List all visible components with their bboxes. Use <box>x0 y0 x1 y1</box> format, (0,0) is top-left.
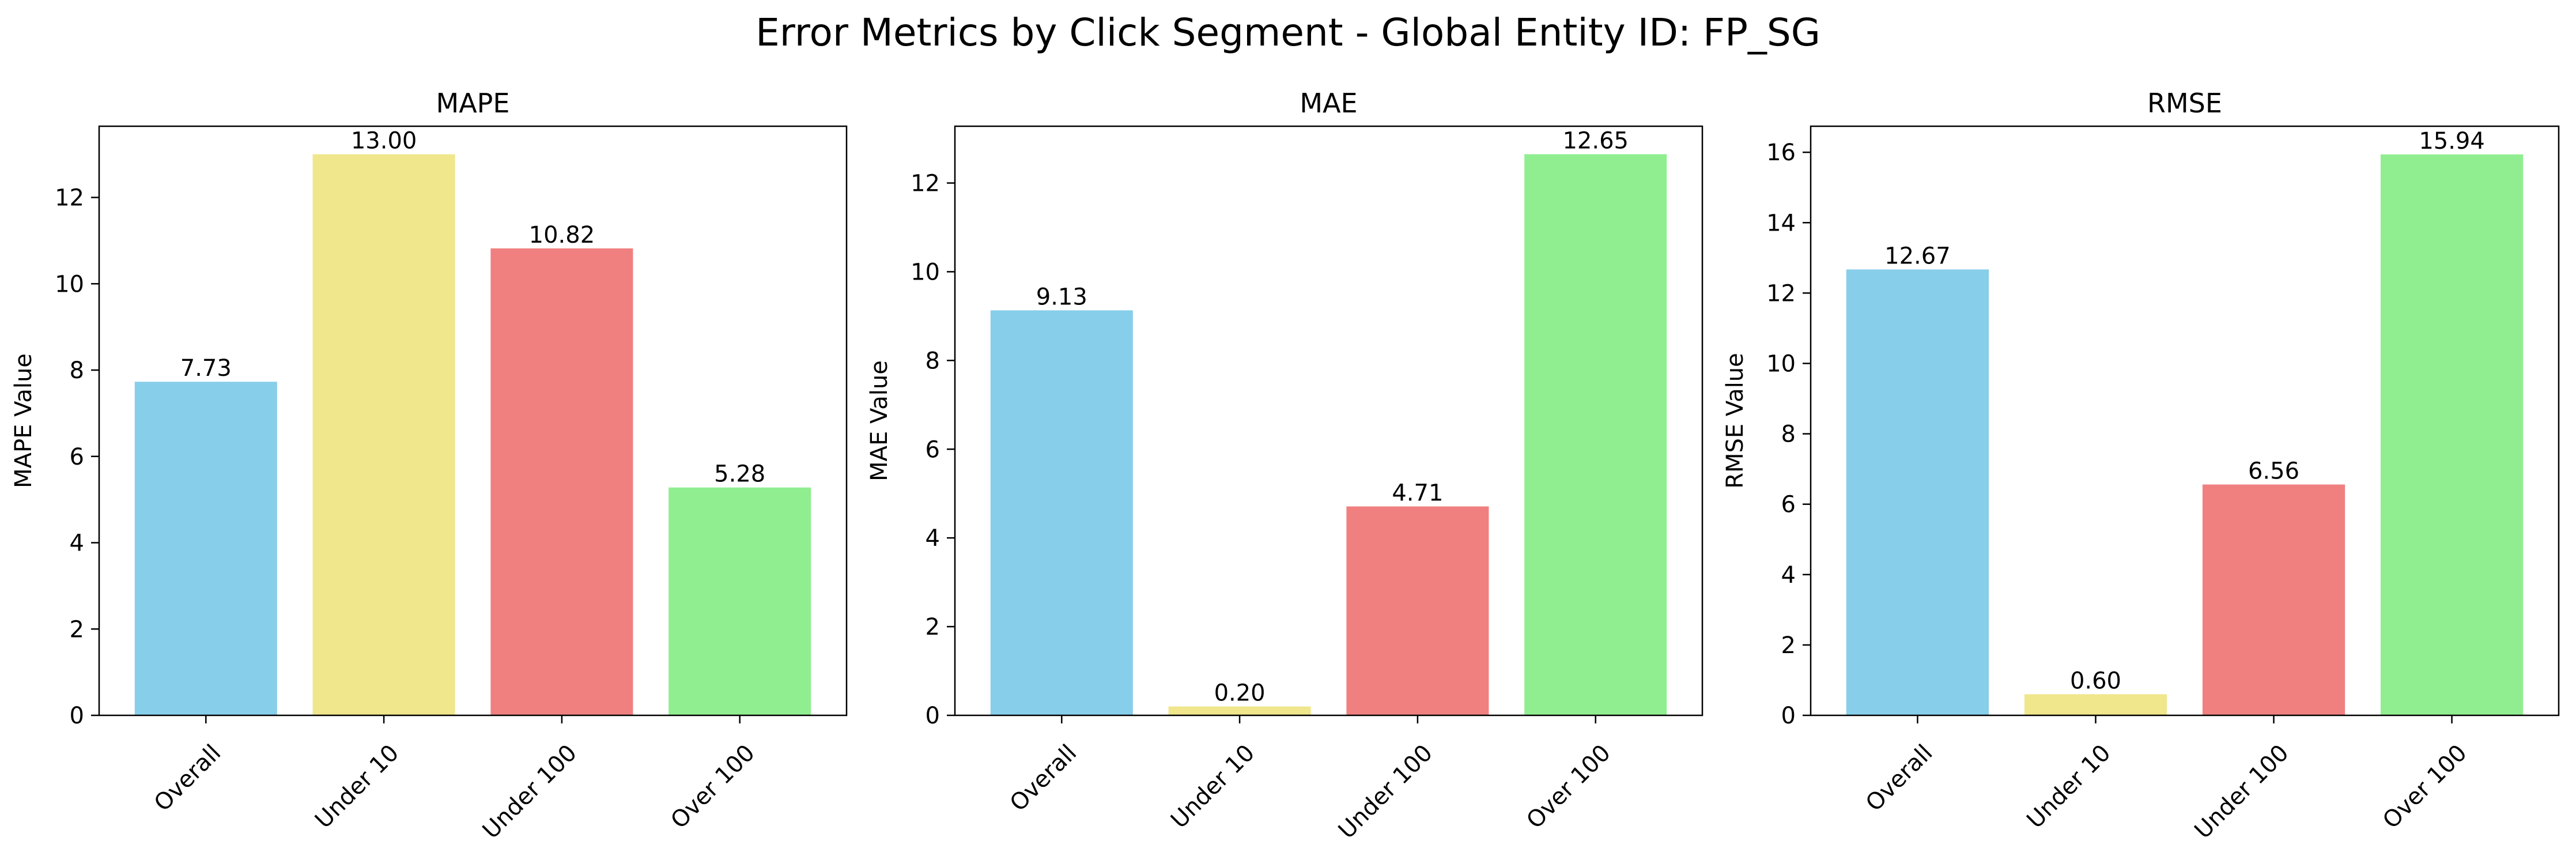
x-tick-label: Overall <box>1861 740 1938 817</box>
bar-under-10 <box>2024 694 2167 715</box>
panel-title: MAPE <box>436 88 510 119</box>
chart-panel-mape: 7.73 Overall 13.00 Under 10 10.82 Under 100 5.… <box>10 88 848 844</box>
figure-title: Error Metrics by Click Segment - Global … <box>756 10 1820 55</box>
y-tick-label: 12 <box>911 171 940 197</box>
y-tick-label: 6 <box>70 444 84 470</box>
y-axis-label: MAE Value <box>866 360 893 481</box>
panel-title: RMSE <box>2147 88 2222 119</box>
y-tick-label: 0 <box>70 703 84 729</box>
y-tick-label: 6 <box>926 436 940 463</box>
bar-overall <box>1846 269 1989 715</box>
data-label: 13.00 <box>351 128 417 154</box>
chart-panel-mae: 9.13 Overall 0.20 Under 10 4.71 Under 100 12.6… <box>866 88 1704 844</box>
x-tick-label: Under 100 <box>2189 740 2294 844</box>
x-tick-label: Under 10 <box>2022 740 2116 834</box>
y-tick-label: 10 <box>911 259 940 285</box>
axes-frame <box>1810 125 2560 717</box>
y-axis-label: MAPE Value <box>10 353 37 488</box>
y-tick-label: 12 <box>1766 280 1796 307</box>
bar-under-10 <box>1168 706 1311 715</box>
y-tick-label: 8 <box>1781 421 1796 448</box>
y-tick-label: 0 <box>1781 703 1796 729</box>
x-tick-label: Overall <box>1005 740 1082 817</box>
y-tick-label: 6 <box>1781 492 1796 518</box>
y-tick-label: 10 <box>55 271 84 297</box>
y-tick-label: 8 <box>926 348 940 374</box>
y-tick-label: 2 <box>926 614 940 640</box>
y-tick-label: 2 <box>70 616 84 643</box>
y-tick-label: 0 <box>926 703 940 729</box>
data-label: 7.73 <box>180 355 232 382</box>
x-tick-label: Under 100 <box>478 740 582 844</box>
data-label: 6.56 <box>2248 458 2299 485</box>
chart-panel-rmse: 12.67 Overall 0.60 Under 10 6.56 Under 100 15.… <box>1722 88 2560 844</box>
data-label: 4.71 <box>1392 480 1443 507</box>
bar-overall <box>134 382 277 715</box>
panel-title: MAE <box>1300 88 1357 119</box>
bar-under-100 <box>490 248 633 715</box>
x-tick-label: Over 100 <box>666 740 760 834</box>
y-tick-label: 12 <box>55 185 84 212</box>
x-tick-label: Under 10 <box>1166 740 1260 834</box>
y-tick-label: 10 <box>1766 350 1796 377</box>
data-label: 12.67 <box>1884 243 1951 269</box>
y-tick-label: 8 <box>70 357 84 384</box>
y-axis-label: RMSE Value <box>1722 353 1748 489</box>
x-tick-label: Overall <box>149 740 226 817</box>
y-tick-label: 16 <box>1766 139 1796 166</box>
data-label: 5.28 <box>714 461 765 488</box>
y-tick-label: 14 <box>1766 210 1796 236</box>
bar-overall <box>990 310 1133 715</box>
data-label: 0.60 <box>2070 668 2121 694</box>
axes-frame <box>98 125 848 717</box>
data-label: 0.20 <box>1214 680 1266 707</box>
x-tick-label: Over 100 <box>1521 740 1616 834</box>
axes-frame <box>954 125 1704 717</box>
bar-over-100 <box>1524 154 1667 716</box>
data-label: 10.82 <box>529 222 595 248</box>
y-tick-label: 4 <box>1781 562 1796 589</box>
bar-over-100 <box>2380 154 2524 716</box>
y-tick-label: 2 <box>1781 632 1796 659</box>
y-tick-label: 4 <box>926 525 940 552</box>
bar-under-100 <box>2202 484 2345 715</box>
data-label: 12.65 <box>1562 127 1629 154</box>
x-tick-label: Under 10 <box>310 740 404 834</box>
data-label: 9.13 <box>1036 284 1087 310</box>
bar-under-100 <box>1346 506 1489 715</box>
data-label: 15.94 <box>2419 128 2485 154</box>
bar-under-10 <box>312 154 455 716</box>
bar-over-100 <box>668 487 811 715</box>
x-tick-label: Over 100 <box>2378 740 2472 834</box>
y-tick-label: 4 <box>70 530 84 557</box>
x-tick-label: Under 100 <box>1334 740 1438 844</box>
